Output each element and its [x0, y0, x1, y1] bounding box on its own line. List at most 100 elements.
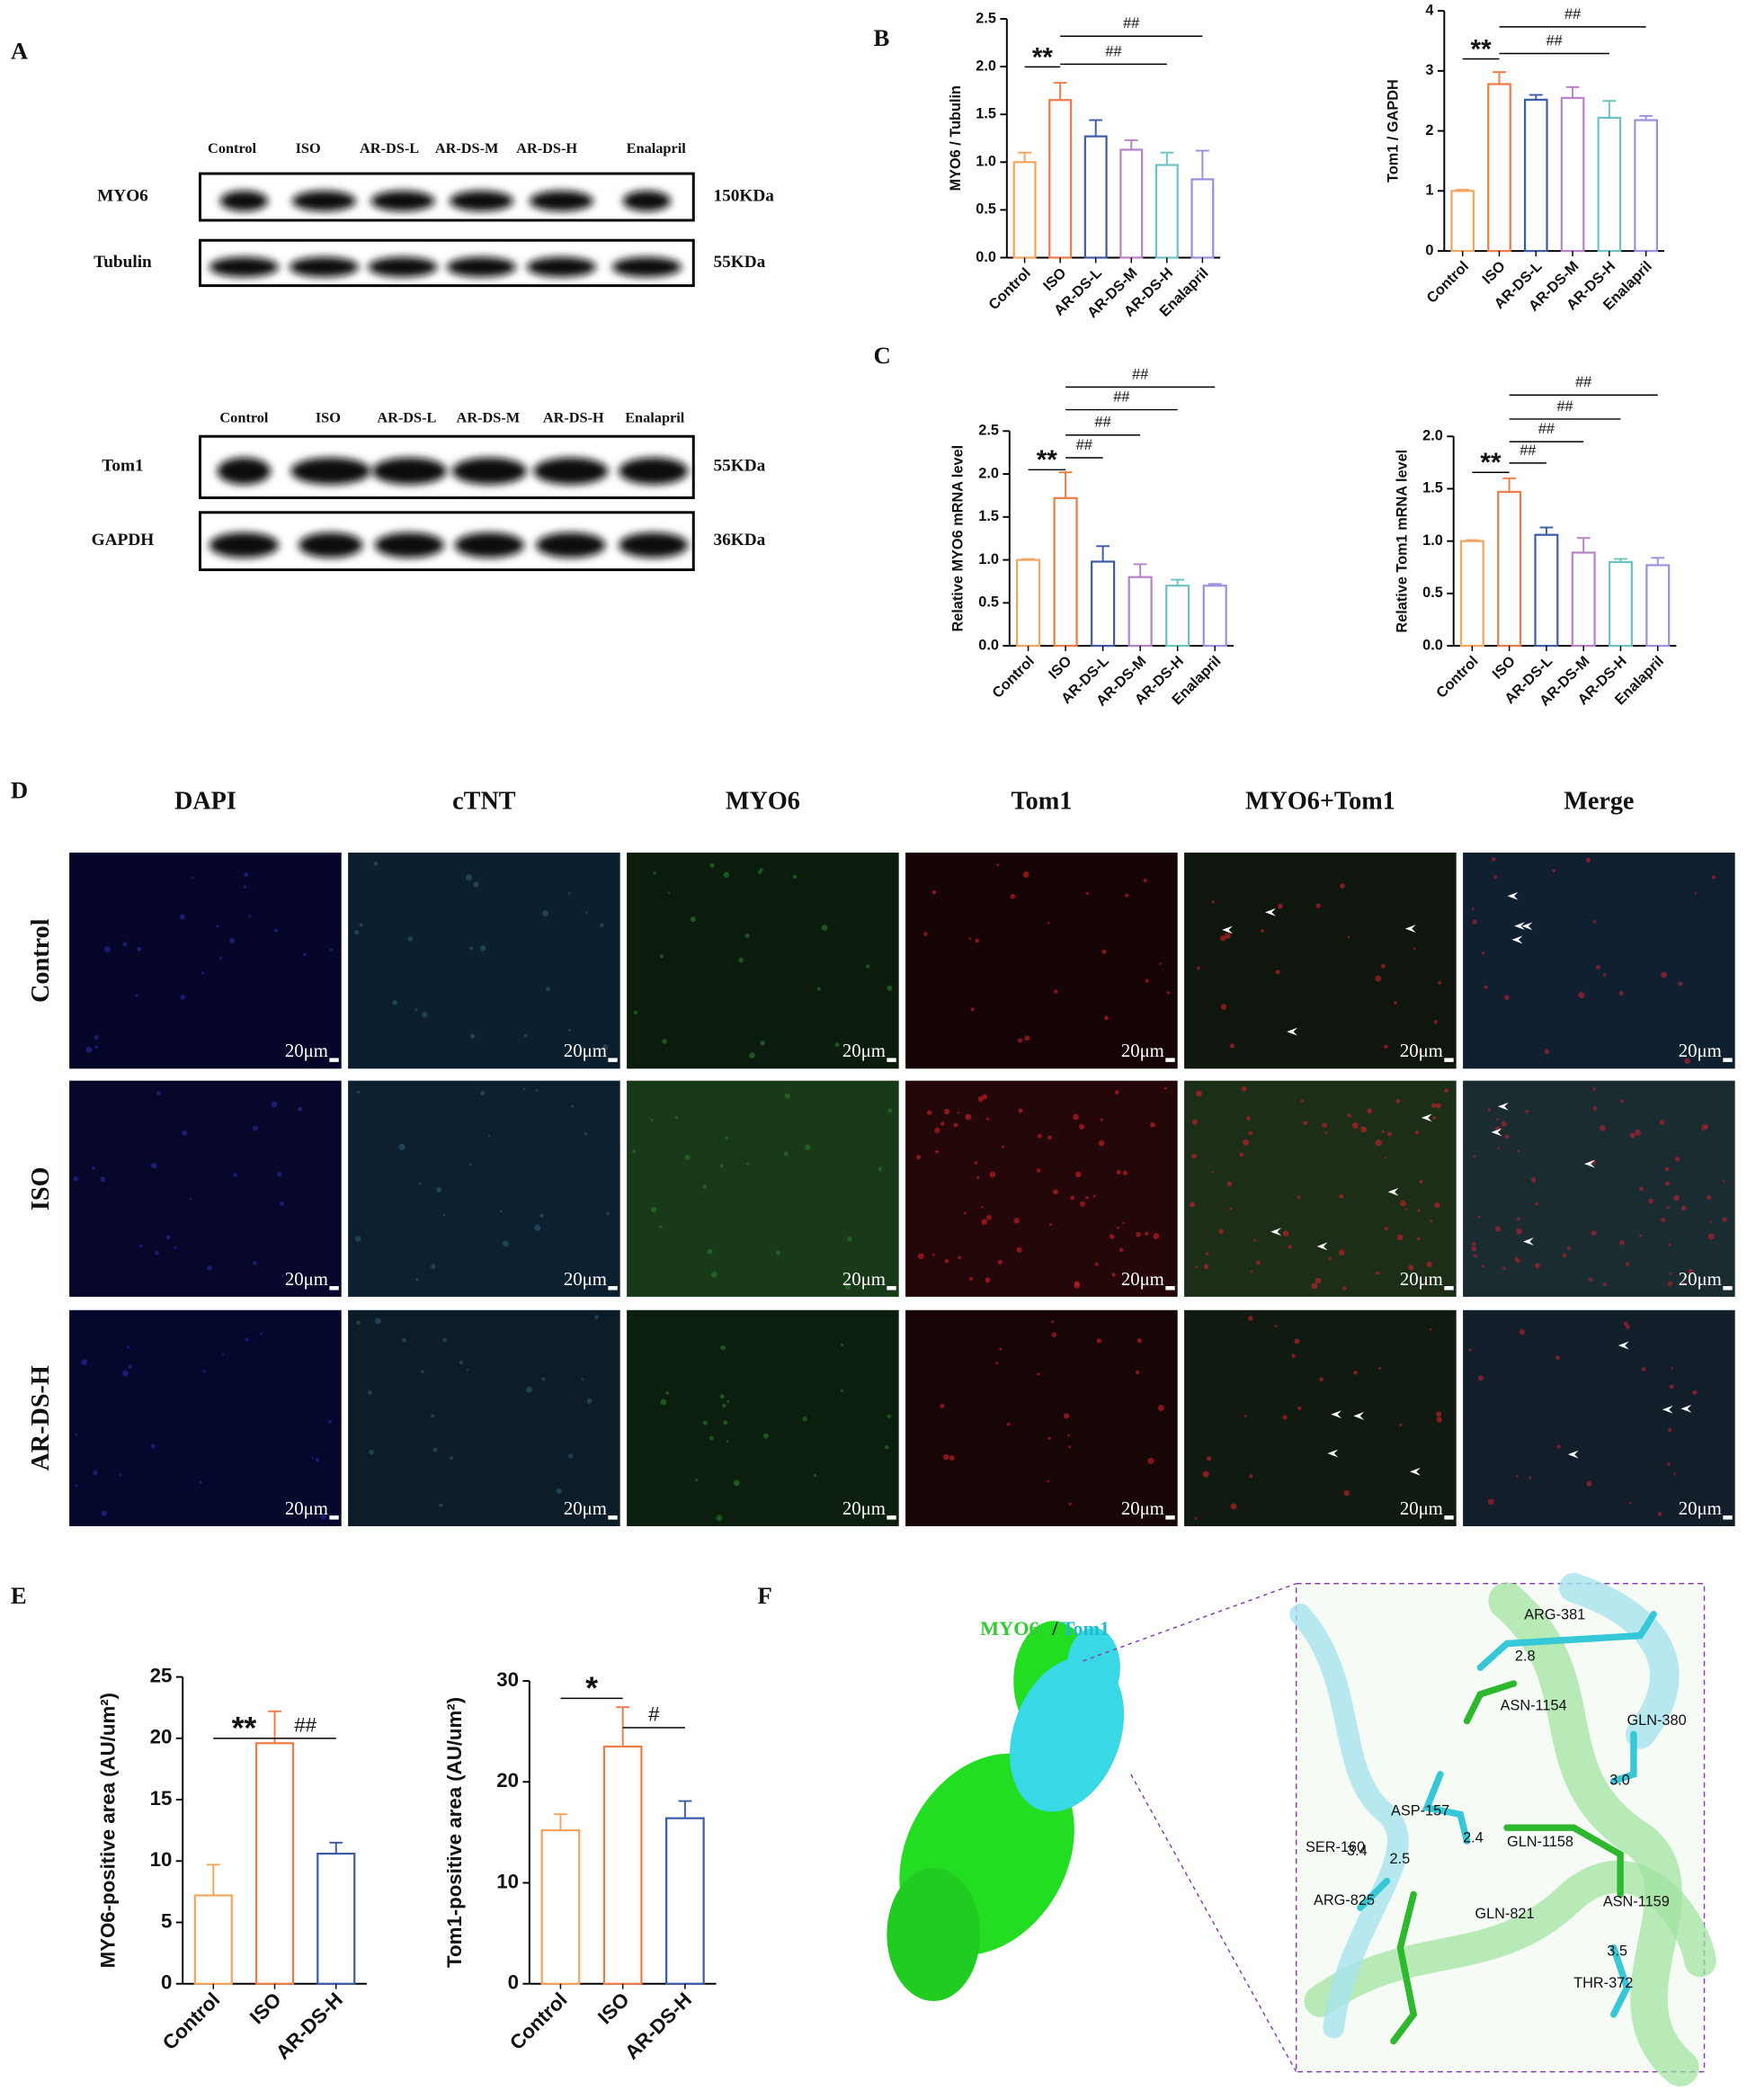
- scale-bar: [1444, 1286, 1454, 1291]
- texture-dot: [354, 1236, 361, 1242]
- y-tick-label: 10: [150, 1848, 173, 1871]
- texture-dot: [155, 1250, 159, 1256]
- residue-label: 2.4: [1463, 1829, 1484, 1845]
- residue-label: GLN-1158: [1507, 1834, 1573, 1850]
- texture-dot: [103, 946, 111, 953]
- texture-dot: [1230, 1503, 1237, 1510]
- micrograph: [69, 1309, 342, 1527]
- texture-dot: [1145, 1231, 1149, 1236]
- texture-dot: [1339, 1193, 1344, 1199]
- x-tick-label: Control: [1423, 258, 1472, 307]
- texture-dot: [1288, 1245, 1292, 1249]
- texture-dot: [260, 1332, 263, 1336]
- texture-dot: [1207, 1456, 1212, 1461]
- texture-dot: [1722, 1179, 1725, 1183]
- scale-bar: [1723, 1515, 1733, 1520]
- y-tick-label: 2.0: [978, 465, 999, 481]
- scale-bar: [1444, 1515, 1454, 1520]
- texture-dot: [887, 1108, 893, 1113]
- texture-dot: [470, 1033, 476, 1039]
- texture-dot: [1595, 965, 1600, 970]
- y-tick-label: 2.5: [978, 423, 999, 439]
- scale-label: 20μm: [1679, 1499, 1722, 1519]
- texture-dot: [1620, 1099, 1624, 1104]
- y-tick-label: 0.0: [1422, 637, 1443, 653]
- texture-dot: [720, 1345, 726, 1351]
- texture-dot: [653, 871, 656, 875]
- texture-dot: [944, 1258, 949, 1264]
- blot-band: [451, 457, 527, 485]
- lane-label: AR-DS-H: [543, 409, 604, 426]
- y-tick-label: 0.5: [978, 594, 999, 611]
- texture-dot: [1497, 1147, 1500, 1150]
- texture-dot: [1396, 1234, 1404, 1241]
- texture-dot: [1006, 1422, 1011, 1426]
- texture-dot: [1477, 1215, 1481, 1219]
- texture-dot: [1119, 1247, 1124, 1253]
- scale-label: 20μm: [285, 1041, 328, 1061]
- texture-dot: [1315, 903, 1321, 908]
- bar: [1459, 540, 1484, 648]
- scale-label: 20μm: [564, 1499, 607, 1519]
- arrowhead: [1265, 907, 1276, 916]
- texture-dot: [442, 1337, 447, 1343]
- texture-dot: [1429, 1328, 1432, 1331]
- arrowhead: [1421, 1113, 1432, 1122]
- texture-dot: [758, 870, 762, 874]
- texture-dot: [1602, 973, 1607, 977]
- x-tick-label: Control: [989, 653, 1038, 701]
- texture-dot: [1196, 966, 1200, 970]
- texture-dot: [1661, 971, 1667, 979]
- texture-dot: [725, 1136, 728, 1140]
- texture-dot: [585, 911, 588, 915]
- y-axis-label: Tom1 / GAPDH: [1385, 79, 1401, 183]
- y-tick-label: 0.0: [978, 637, 999, 653]
- micrograph: [69, 1080, 342, 1297]
- texture-dot: [934, 1127, 940, 1133]
- texture-dot: [1147, 1457, 1154, 1464]
- texture-dot: [1626, 1325, 1630, 1329]
- texture-dot: [1472, 919, 1477, 925]
- scale-label: 20μm: [564, 1270, 607, 1290]
- texture-dot: [1157, 1404, 1164, 1412]
- arrowhead: [1331, 1410, 1342, 1419]
- texture-dot: [1400, 1200, 1406, 1207]
- texture-dot: [1211, 1171, 1215, 1174]
- scale-label: 20μm: [1400, 1499, 1443, 1519]
- texture-dot: [302, 1511, 306, 1515]
- texture-dot: [369, 1449, 374, 1455]
- texture-dot: [359, 923, 363, 927]
- significance-label: ##: [1113, 389, 1129, 406]
- texture-dot: [1070, 1195, 1075, 1201]
- texture-dot: [1275, 970, 1280, 975]
- arrowhead: [1497, 1102, 1509, 1111]
- zoom-line: [1083, 1583, 1297, 1662]
- texture-dot: [1436, 1411, 1442, 1417]
- texture-dot: [1384, 1226, 1388, 1230]
- texture-dot: [465, 874, 472, 881]
- texture-dot: [709, 862, 715, 868]
- texture-dot: [1245, 1116, 1251, 1121]
- texture-dot: [459, 1360, 463, 1364]
- micrograph: [69, 852, 342, 1069]
- texture-dot: [1667, 1462, 1671, 1467]
- texture-dot: [1122, 1170, 1128, 1175]
- texture-dot: [356, 1090, 361, 1095]
- arrowhead: [1287, 1027, 1297, 1036]
- texture-dot: [1277, 903, 1283, 909]
- arrowhead: [1511, 935, 1523, 944]
- y-tick-label: 10: [496, 1870, 519, 1892]
- y-tick-label: 2: [1425, 122, 1433, 139]
- texture-dot: [707, 1248, 713, 1255]
- texture-dot: [1194, 1516, 1198, 1520]
- texture-dot: [1226, 1181, 1233, 1187]
- texture-dot: [1049, 1223, 1053, 1227]
- scale-bar: [1165, 1058, 1175, 1062]
- texture-dot: [1051, 1320, 1055, 1324]
- texture-dot: [586, 1399, 593, 1404]
- texture-dot: [1100, 1118, 1103, 1121]
- texture-dot: [1426, 1261, 1432, 1267]
- y-tick-label: 15: [150, 1787, 173, 1810]
- texture-dot: [1477, 1375, 1484, 1381]
- legend-text: MYO6: [980, 1617, 1038, 1640]
